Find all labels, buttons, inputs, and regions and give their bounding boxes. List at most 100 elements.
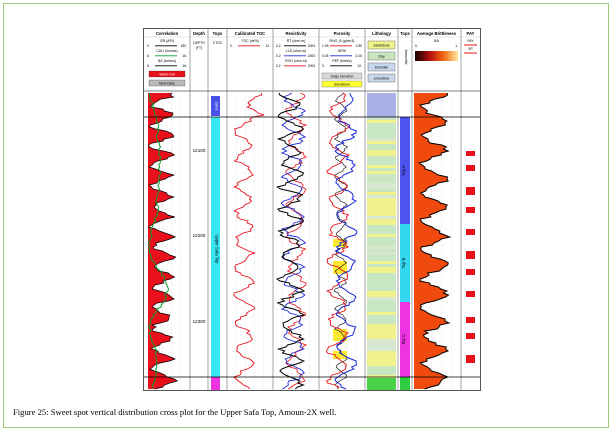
depth-unit-1: DEPTH — [193, 41, 205, 45]
top-zone-label: Top B — [401, 257, 406, 268]
lithology-band — [367, 246, 396, 249]
lithology-band — [367, 129, 396, 132]
lithology-band — [367, 276, 396, 279]
pay-flag — [466, 229, 475, 235]
lithology-band — [367, 99, 396, 102]
ba-max: 1. — [455, 44, 458, 48]
lithology-band — [367, 297, 396, 300]
lithology-band — [367, 96, 396, 99]
pay-title: PAY — [467, 31, 475, 36]
ba-curve — [418, 92, 452, 390]
porosity-fill-label: Shaly formation — [331, 75, 354, 79]
pay-flag — [466, 187, 475, 195]
lithology-band — [367, 300, 396, 303]
lithology-band — [367, 366, 396, 369]
bs-header-max: 16. — [182, 64, 187, 68]
lithology-band — [367, 111, 396, 114]
sp-sub: SP — [468, 47, 473, 51]
lithology-band — [367, 261, 396, 264]
depth-title: Depth — [193, 31, 205, 36]
tops2-title: Tops — [400, 31, 410, 36]
top-zone-label: Top C — [401, 334, 406, 345]
top-zone — [400, 224, 410, 302]
lithology-title: Lithology — [372, 31, 392, 36]
pay-flag — [466, 317, 475, 323]
lithology-band — [367, 135, 396, 138]
depth-tick-label: 12200 — [193, 233, 206, 238]
bs-header-min: 6. — [147, 64, 150, 68]
ba-min: 0. — [415, 44, 418, 48]
lithology-band — [367, 153, 396, 156]
res-header-1-min: 0.2 — [276, 54, 281, 58]
lithology-band — [367, 138, 396, 141]
top-zone — [400, 117, 410, 224]
res-header-0-max: 2000. — [308, 44, 316, 48]
figure-frame: Correlation Depth Tops Calibrated TOC Resist… — [3, 3, 609, 428]
lithology-band — [367, 144, 396, 147]
lithology-band — [367, 117, 396, 120]
res-header-1-label: LLS (ohm.m) — [286, 49, 306, 53]
lithology-band — [367, 348, 396, 351]
por-header-2-label: PEF (b/elec) — [332, 59, 351, 63]
upper-safa-zone — [211, 117, 220, 377]
lithology-band — [367, 102, 396, 105]
lithology-band — [367, 372, 396, 375]
porosity-fill-label: Sandstone — [334, 83, 350, 87]
lls-curve — [280, 92, 307, 390]
rt-curve — [275, 92, 306, 390]
correlation-fill-label: Mud-Cake — [159, 82, 175, 86]
lithology-band — [367, 177, 396, 180]
gr-header-min: 0. — [147, 44, 150, 48]
lithology-band — [367, 120, 396, 123]
lithology-band — [367, 357, 396, 360]
correlation-fill-swatch — [148, 79, 186, 87]
res-header-0-min: 0.2 — [276, 44, 281, 48]
lithology-band — [367, 291, 396, 294]
res-header-2-min: 0.2 — [276, 64, 281, 68]
lithology-band — [367, 219, 396, 222]
lithology-band — [367, 288, 396, 291]
lithology-band — [367, 363, 396, 366]
lithology-band — [367, 264, 396, 267]
res-header-1-max: 2000. — [308, 54, 316, 58]
pay-flag — [466, 207, 475, 213]
lithology-band — [367, 222, 396, 225]
toc-title: Calibrated TOC — [235, 31, 265, 36]
lithology-band — [367, 198, 396, 201]
lithology-swatch — [367, 62, 396, 72]
lithology-swatch — [367, 73, 396, 83]
lithology-band — [367, 114, 396, 117]
lithology-band — [367, 213, 396, 216]
lithology-band — [367, 270, 396, 273]
tops2-vertical-label: Amoun6bl — [404, 50, 408, 65]
lithology-band — [367, 321, 396, 324]
lithology-band — [367, 330, 396, 333]
lithology-band — [367, 285, 396, 288]
lithology-band — [367, 195, 396, 198]
lithology-band — [367, 318, 396, 321]
lithology-band — [367, 141, 396, 144]
tops-sub: CTOC — [213, 41, 223, 45]
top-zone — [400, 302, 410, 377]
lithology-band — [367, 192, 396, 195]
lithology-band — [367, 258, 396, 261]
lithology-band — [367, 147, 396, 150]
lithology-band — [367, 237, 396, 240]
cali-curve — [147, 92, 170, 390]
lithology-swatch — [367, 40, 396, 50]
por-header-2-min: 0. — [322, 64, 325, 68]
rxo-curve — [285, 92, 308, 390]
lithology-band — [367, 360, 396, 363]
lithology-band — [367, 252, 396, 255]
lithology-label: Limestone — [374, 77, 390, 81]
lithology-band — [367, 336, 396, 339]
toc-header-max: 12. — [265, 44, 270, 48]
lithology-band — [367, 234, 396, 237]
lithology-band — [367, 315, 396, 318]
gr-header-max: 150. — [181, 44, 188, 48]
depth-tick-label: 12100 — [193, 148, 206, 153]
pay-flag — [466, 333, 475, 339]
lithology-band — [367, 204, 396, 207]
correlation-fill-label: Wash-Out — [159, 73, 174, 77]
por-header-1-min: 0.45 — [322, 54, 329, 58]
